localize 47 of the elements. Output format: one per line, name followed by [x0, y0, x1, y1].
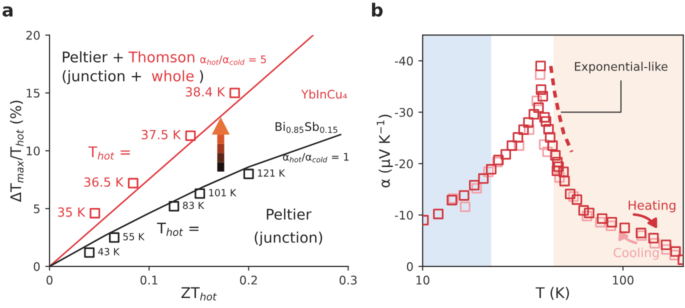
y-tick-label: -40	[394, 56, 413, 66]
y-tick-label: 0	[406, 262, 413, 272]
y-axis-title: ΔT$_{max}$/T$_{hot}$ (%)	[10, 100, 24, 202]
x-tick-label: 0.3	[340, 276, 357, 285]
annotation: Peltier	[266, 208, 312, 220]
y-tick-label: -30	[394, 108, 413, 117]
annotation: Thomson	[128, 51, 194, 62]
y-tick-label: 10	[26, 146, 40, 156]
annotation: T$_{hot}$ =	[157, 222, 199, 236]
chart-title: a	[2, 6, 13, 17]
y-tick-label: 20	[26, 30, 40, 40]
y-tick-label: 5	[34, 204, 40, 214]
annotation: 35 K	[58, 207, 86, 217]
chart-title: b	[372, 2, 383, 17]
x-axis-title: T (K)	[536, 286, 569, 300]
y-tick-label: -20	[394, 159, 413, 168]
annotation: 55 K	[123, 233, 145, 240]
annotation: Peltier +	[62, 51, 123, 62]
annotation: 37.5 K	[142, 130, 182, 140]
annotation: whole	[152, 70, 194, 82]
annotation: 101 K	[209, 189, 236, 196]
annotation: 121 K	[258, 169, 286, 177]
y-tick-label: 0	[34, 262, 40, 272]
annotation: (junction)	[254, 232, 322, 246]
annotation: T$_{hot}$ =	[88, 146, 130, 160]
annotation: Exponential-like	[574, 62, 668, 74]
annotation: )	[200, 70, 204, 84]
series-label: Heating	[628, 200, 676, 212]
x-tick-label: 0.2	[240, 276, 257, 285]
y-axis-title: α (μV K$^{−1}$)	[376, 114, 393, 188]
x-tick-label: 0.1	[140, 276, 158, 285]
y-tick-label: 15	[26, 88, 40, 98]
x-axis-title: ZT$_{hot}$	[181, 287, 217, 300]
annotation: 36.5 K	[84, 177, 124, 187]
x-tick-label: 0	[46, 276, 52, 285]
x-tick-label: 100	[613, 276, 634, 285]
legend-label: Cooling	[614, 248, 659, 260]
x-tick-label: 10	[416, 276, 430, 285]
annotation: α$_{hot}$/α$_{cold}$ = 1	[283, 152, 349, 162]
annotation: 38.4 K	[186, 87, 226, 97]
annotation: 83 K	[182, 202, 204, 210]
annotation: α$_{hot}$/α$_{cold}$ = 5	[200, 56, 266, 65]
y-tick-label: -10	[394, 210, 413, 220]
annotation: (junction +	[62, 70, 141, 84]
series-label: Bi$_{0.85}$Sb$_{0.15}$	[276, 122, 338, 133]
text: YbInCu₄	[301, 90, 347, 99]
annotation: 43 K	[98, 248, 120, 256]
